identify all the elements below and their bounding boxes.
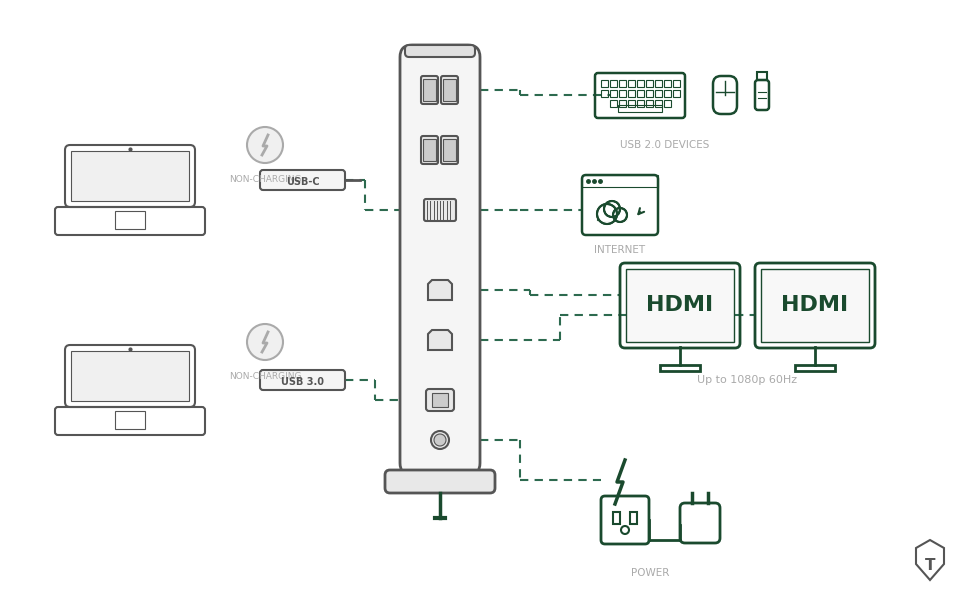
Text: NON-CHARGING: NON-CHARGING xyxy=(229,372,301,381)
Text: USB-C: USB-C xyxy=(286,177,320,187)
Bar xyxy=(672,90,679,97)
FancyBboxPatch shape xyxy=(441,136,457,164)
Bar xyxy=(581,175,657,187)
Bar xyxy=(71,351,189,401)
Bar xyxy=(637,90,643,97)
Bar xyxy=(664,100,671,107)
Text: T: T xyxy=(923,559,934,574)
Bar xyxy=(645,90,652,97)
Bar xyxy=(422,139,435,161)
FancyBboxPatch shape xyxy=(421,76,438,104)
Bar xyxy=(645,80,652,87)
Bar xyxy=(627,100,635,107)
Bar xyxy=(115,411,144,429)
Bar xyxy=(71,151,189,201)
Bar xyxy=(795,365,834,371)
Bar xyxy=(629,512,637,524)
Bar xyxy=(612,512,619,524)
Bar xyxy=(654,90,661,97)
Circle shape xyxy=(247,127,283,163)
FancyBboxPatch shape xyxy=(423,199,455,221)
Bar xyxy=(672,80,679,87)
FancyBboxPatch shape xyxy=(425,389,453,411)
Text: INTERNET: INTERNET xyxy=(594,245,645,255)
Bar xyxy=(617,105,661,112)
Bar xyxy=(654,80,661,87)
Text: HDMI: HDMI xyxy=(645,295,713,315)
Bar xyxy=(443,139,455,161)
Bar xyxy=(422,79,435,101)
Bar xyxy=(618,80,625,87)
Bar xyxy=(756,72,766,80)
Bar xyxy=(637,100,643,107)
Text: POWER: POWER xyxy=(630,568,669,578)
Bar xyxy=(115,211,144,229)
Text: HDMI: HDMI xyxy=(781,295,848,315)
Bar xyxy=(654,100,661,107)
Bar xyxy=(637,80,643,87)
Bar xyxy=(601,80,608,87)
Polygon shape xyxy=(427,280,452,300)
FancyBboxPatch shape xyxy=(260,170,345,190)
Bar xyxy=(627,90,635,97)
Bar xyxy=(443,79,455,101)
FancyBboxPatch shape xyxy=(421,136,438,164)
Polygon shape xyxy=(427,330,452,350)
Bar xyxy=(664,80,671,87)
Bar xyxy=(761,269,868,342)
FancyBboxPatch shape xyxy=(399,45,480,475)
FancyBboxPatch shape xyxy=(385,470,494,493)
Circle shape xyxy=(430,431,449,449)
Text: USB 3.0: USB 3.0 xyxy=(281,377,325,387)
Bar xyxy=(664,90,671,97)
Bar xyxy=(610,90,616,97)
Text: NON-CHARGING: NON-CHARGING xyxy=(229,175,301,184)
FancyBboxPatch shape xyxy=(441,76,457,104)
FancyBboxPatch shape xyxy=(260,370,345,390)
Text: Up to 1080p 60Hz: Up to 1080p 60Hz xyxy=(696,375,797,385)
Circle shape xyxy=(247,324,283,360)
Bar xyxy=(659,365,700,371)
Bar xyxy=(610,100,616,107)
Bar xyxy=(645,100,652,107)
Circle shape xyxy=(433,434,446,446)
Text: USB 2.0 DEVICES: USB 2.0 DEVICES xyxy=(619,140,709,150)
Bar xyxy=(618,100,625,107)
Bar xyxy=(618,90,625,97)
Bar xyxy=(627,80,635,87)
Bar xyxy=(431,393,448,407)
FancyBboxPatch shape xyxy=(405,45,475,57)
Bar xyxy=(625,269,734,342)
Bar xyxy=(610,80,616,87)
Bar xyxy=(601,90,608,97)
